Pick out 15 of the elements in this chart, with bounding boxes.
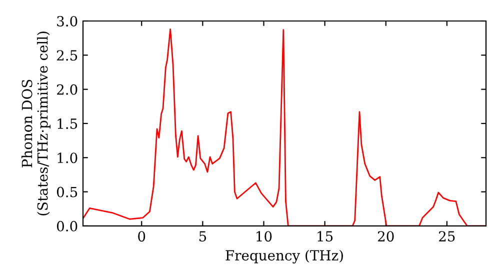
x-tick-label: 20 [378, 231, 394, 242]
y-tick-label: 3.0 [57, 16, 78, 26]
y-tick-label: 2.5 [56, 50, 78, 61]
y-tick-label: 0.0 [56, 220, 78, 232]
x-tick-label: 5 [199, 231, 206, 242]
y-axis-title: Phonon DOS (States/THz·primitive cell) [22, 32, 50, 216]
x-tick-label: 10 [256, 231, 272, 242]
y-tick-label: 2.0 [56, 84, 78, 95]
y-tick-label: 1.0 [58, 152, 78, 164]
x-axis-title: Frequency (THz) [226, 250, 343, 264]
y-tick-label: 1.5 [58, 118, 78, 129]
y-tick-label: 0.5 [56, 186, 78, 198]
x-tick-label: 25 [439, 231, 455, 242]
x-tick-label: 0 [138, 231, 146, 242]
x-tick-label: 15 [318, 231, 333, 242]
